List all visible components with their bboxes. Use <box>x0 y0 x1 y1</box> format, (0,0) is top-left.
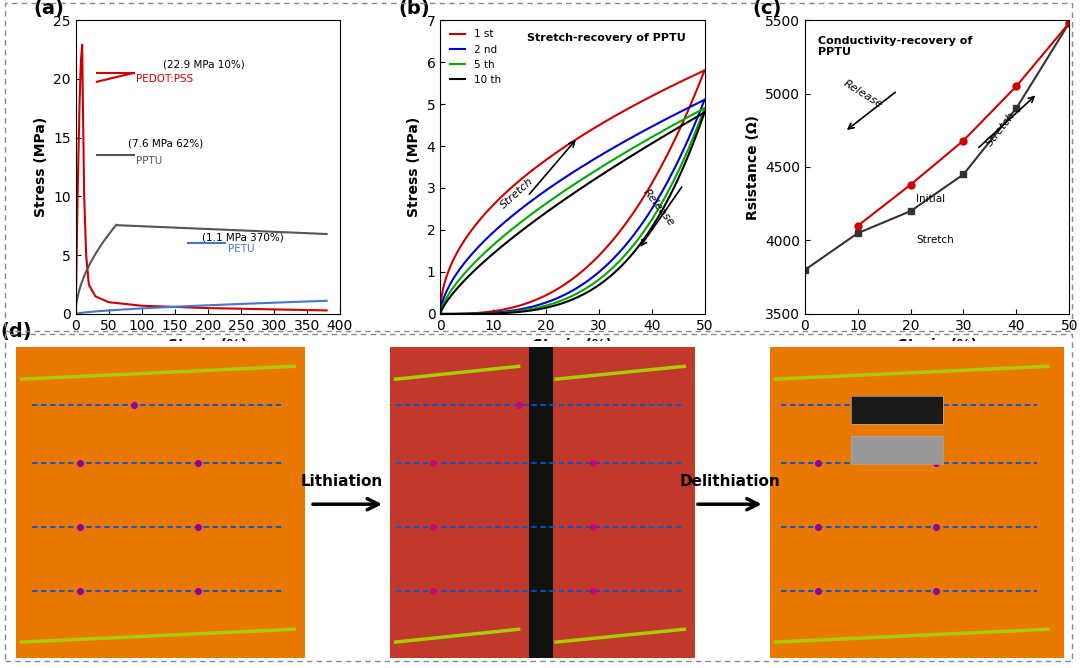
Legend: 1 st, 2 nd, 5 th, 10 th: 1 st, 2 nd, 5 th, 10 th <box>445 25 504 90</box>
Text: (c): (c) <box>752 0 782 18</box>
Text: PETU: PETU <box>228 244 254 255</box>
Text: Delithiation: Delithiation <box>680 474 781 489</box>
Text: (22.9 MPa 10%): (22.9 MPa 10%) <box>163 59 244 69</box>
Text: Stretch: Stretch <box>498 176 536 210</box>
Text: (1.1 MPa 370%): (1.1 MPa 370%) <box>202 232 284 242</box>
X-axis label: Strain (%): Strain (%) <box>168 339 247 353</box>
Bar <box>770 347 1064 658</box>
Text: Release: Release <box>842 78 885 110</box>
Text: (7.6 MPa 62%): (7.6 MPa 62%) <box>129 138 204 148</box>
Text: Conductivity-recovery of
PPTU: Conductivity-recovery of PPTU <box>819 35 972 57</box>
Text: PEDOT:PSS: PEDOT:PSS <box>136 74 193 84</box>
Text: Stretch: Stretch <box>985 110 1017 148</box>
Text: (b): (b) <box>399 0 430 18</box>
X-axis label: Strain (%): Strain (%) <box>897 339 976 353</box>
Bar <box>390 347 696 658</box>
Text: PPTU: PPTU <box>136 156 163 166</box>
X-axis label: Strain (%): Strain (%) <box>532 339 612 353</box>
Text: Stretch-recovery of PPTU: Stretch-recovery of PPTU <box>527 33 686 43</box>
Text: Release: Release <box>642 187 676 228</box>
Y-axis label: Stress (MPa): Stress (MPa) <box>407 117 421 217</box>
Text: Stretch: Stretch <box>916 235 954 245</box>
Y-axis label: Stress (MPa): Stress (MPa) <box>33 117 48 217</box>
Y-axis label: Rsistance (Ω): Rsistance (Ω) <box>745 114 759 220</box>
Bar <box>16 347 305 658</box>
Text: Lithiation: Lithiation <box>301 474 383 489</box>
Text: Initial: Initial <box>916 194 945 204</box>
Text: (a): (a) <box>33 0 64 18</box>
Bar <box>529 347 553 658</box>
Text: (d): (d) <box>0 323 31 341</box>
